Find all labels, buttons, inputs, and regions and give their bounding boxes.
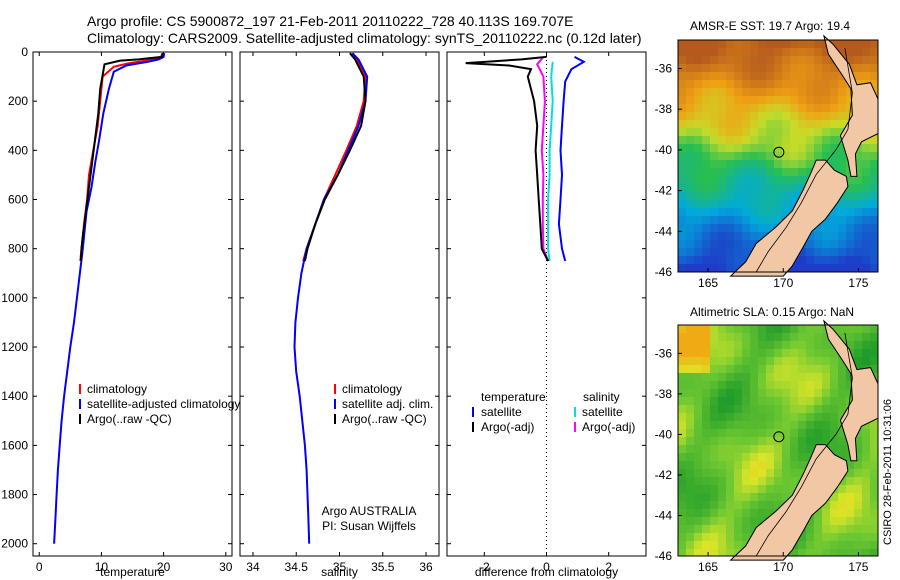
series-line [536,56,550,262]
series-line [557,56,586,262]
map-y-tick-label: -46 [655,549,673,563]
y-tick-label: 1800 [1,488,28,502]
x-tick-label: 36 [419,560,433,574]
map-x-tick-label: 170 [773,560,793,574]
land-south-island [729,444,849,561]
map-y-tick-label: -40 [655,143,673,157]
x-axis-label: salinity [321,565,358,579]
y-tick-label: 800 [8,242,28,256]
map-y-tick-label: -44 [655,508,673,522]
y-tick-label: 600 [8,193,28,207]
figure-title-line1: Argo profile: CS 5900872_197 21-Feb-2011… [87,13,574,29]
map-y-tick-label: -36 [655,61,673,75]
profile-location-marker [773,431,785,443]
x-tick-label: 30 [219,560,233,574]
annotation-text: PI: Susan Wijffels [322,519,416,533]
y-tick-label: 1200 [1,340,28,354]
y-tick-label: 400 [8,143,28,157]
panel-frame-2 [239,51,440,557]
map-y-tick-label: -42 [655,468,673,482]
profile-location-marker [773,146,785,158]
land-north-island [823,34,879,177]
x-tick-label: 34 [246,560,260,574]
y-tick-label: 1600 [1,438,28,452]
x-axis-label: difference from climatology [475,565,618,579]
x-tick-label: 0 [36,560,43,574]
map-y-tick-label: -40 [655,427,673,441]
y-tick-label: 1000 [1,291,28,305]
x-tick-label: 0 [543,560,550,574]
y-tick-label: 1400 [1,389,28,403]
legend-label: satellite adj. clim. [342,397,433,411]
panel-frame-1 [32,51,233,557]
series-line [303,52,367,262]
series-line [465,55,549,262]
x-tick-label: 35.5 [371,560,395,574]
map-y-tick-label: -38 [655,102,673,116]
x-tick-label: -2 [479,560,490,574]
sst-map-title: AMSR-E SST: 19.7 Argo: 19.4 [690,19,851,33]
legend-label: satellite [582,405,623,419]
annotation-text: Argo AUSTRALIA [322,504,417,518]
x-tick-label: 20 [157,560,171,574]
sst-map-field [678,40,879,273]
map-x-tick-label: 170 [773,276,793,290]
shelf-contour [755,48,853,273]
sla-map-frame [677,324,879,557]
figure-title-line2: Climatology: CARS2009. Satellite-adjuste… [87,30,642,46]
map-x-tick-label: 165 [698,560,718,574]
map-y-tick-label: -44 [655,224,673,238]
sla-map-title: Altimetric SLA: 0.15 Argo: NaN [690,305,855,319]
map-y-tick-label: -46 [655,265,673,279]
legend-label: salinity [583,390,620,404]
legend-label: Argo(-adj) [481,420,534,434]
legend-label: temperature [481,390,546,404]
legend-label: climatology [87,382,147,396]
series-line [79,52,164,262]
x-tick-label: 2 [605,560,612,574]
legend-label: Argo(..raw -QC) [342,412,427,426]
legend-label: satellite-adjusted climatology [87,397,240,411]
sst-map-frame [677,39,879,273]
series-line [293,52,369,544]
legend-label: Argo(..raw -QC) [87,412,172,426]
x-tick-label: 34.5 [285,560,309,574]
shelf-contour [755,333,853,557]
map-y-tick-label: -38 [655,387,673,401]
map-y-tick-label: -36 [655,346,673,360]
legend-label: satellite [481,405,522,419]
series-line [53,53,166,544]
y-tick-label: 2000 [1,537,28,551]
map-x-tick-label: 165 [698,276,718,290]
y-tick-label: 200 [8,94,28,108]
x-axis-label: temperature [100,565,165,579]
x-tick-label: 35 [333,560,347,574]
legend-label: Argo(-adj) [582,420,635,434]
y-tick-label: 0 [21,45,28,59]
series-line [547,61,554,262]
map-x-tick-label: 175 [848,560,868,574]
map-y-tick-label: -42 [655,184,673,198]
legend-label: climatology [342,382,402,396]
map-x-tick-label: 175 [848,276,868,290]
land-south-island [729,159,849,277]
x-tick-label: 10 [95,560,109,574]
land-north-island [823,319,879,462]
